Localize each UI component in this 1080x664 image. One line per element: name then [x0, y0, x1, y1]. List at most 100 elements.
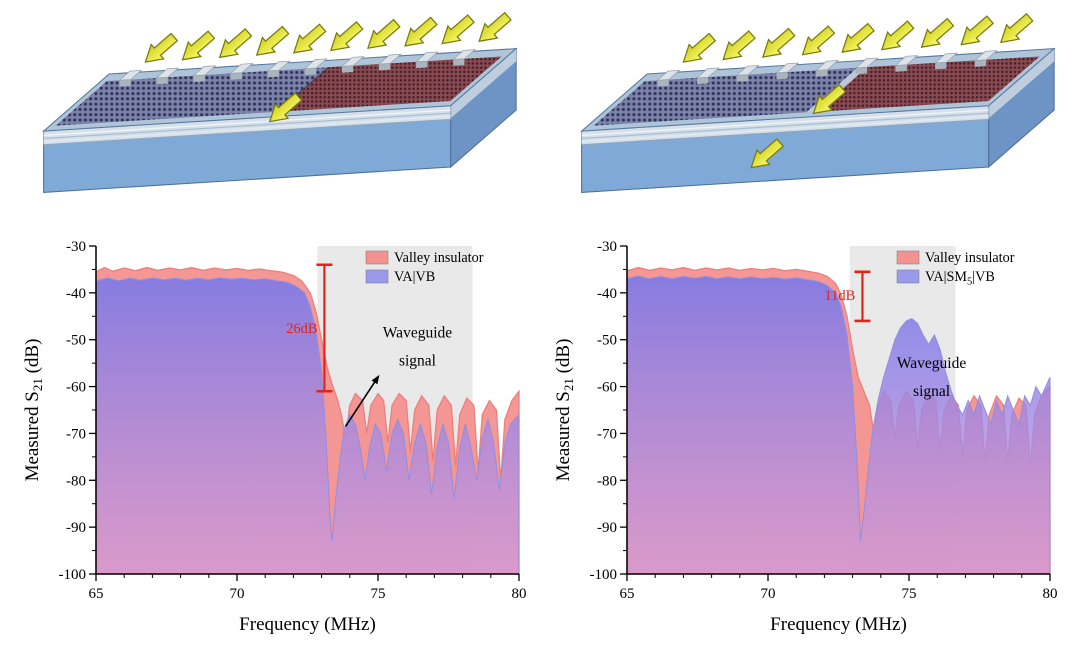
idt-ridge-top [229, 63, 254, 74]
input-wave-arrow-shape [329, 21, 364, 52]
input-wave-arrow-shape [920, 17, 955, 48]
waveguide-annotation-line1: Waveguide [383, 324, 452, 341]
svg-tspan: (dB) [22, 339, 43, 379]
x-tick-label: 75 [902, 586, 917, 602]
substrate-layer-line [581, 112, 989, 140]
idt-ridge-top [118, 69, 143, 81]
y-tick-label: -40 [597, 286, 617, 302]
input-wave-arrow [441, 14, 475, 45]
y-tick-label: -30 [597, 239, 617, 255]
idt-ridge-front [657, 79, 669, 87]
legend-label: Valley insulator [394, 250, 484, 266]
valley-region-b [277, 56, 502, 112]
svg-tspan: Measured S [22, 391, 43, 481]
y-tick-label: -70 [66, 426, 86, 442]
x-axis-label: Frequency (MHz) [770, 614, 907, 635]
svg-tspan: 21 [561, 378, 576, 391]
idt-ridge-front [736, 74, 749, 82]
substrate-layer-line [43, 118, 451, 146]
idt-ridge-front [267, 70, 280, 78]
svg-tspan: Valley insulator [394, 250, 484, 266]
idt-ridge-top [192, 65, 217, 77]
input-wave-arrow-shape [801, 25, 836, 56]
series-area-domain-wall [626, 275, 1051, 575]
input-wave-arrow-shape [218, 27, 253, 59]
legend-swatch [365, 250, 389, 265]
waveguide-annotation-line2: signal [913, 383, 950, 400]
idt-ridge-front [453, 58, 465, 66]
valley-region-b [816, 56, 1040, 112]
input-wave-arrow [478, 11, 512, 43]
input-wave-arrow-shape [367, 18, 401, 50]
idt-ridge-front [855, 67, 868, 75]
svg-tspan: VA|SM [925, 269, 967, 285]
input-wave-arrow [841, 22, 875, 53]
legend-swatch [896, 269, 920, 284]
idt-ridge-top [155, 67, 180, 79]
y-tick-label: -80 [597, 473, 617, 489]
legend-swatch [896, 250, 920, 265]
input-wave-arrow [722, 30, 756, 61]
input-wave-arrow-shape [880, 20, 915, 51]
idt-ridge-front [816, 69, 828, 77]
output-wave-arrow-shape [750, 138, 785, 169]
device-schematic-va-sm5-vb [580, 12, 1056, 193]
idt-ridge-front [697, 77, 709, 85]
output-wave-arrow [750, 138, 785, 169]
idt-ridge-front [378, 63, 391, 71]
x-tick-label: 80 [1043, 586, 1058, 602]
idt-ridge-top [775, 62, 800, 74]
idt-ridge-top [377, 53, 402, 65]
y-tick-label: -100 [590, 567, 618, 583]
input-wave-arrow-shape [292, 23, 327, 54]
y-axis-label: Measured S21 (dB) [553, 339, 576, 482]
input-wave-arrow [367, 18, 401, 50]
y-axis-label: Measured S21 (dB) [22, 339, 45, 482]
x-tick-label: 70 [761, 586, 776, 602]
x-tick-label: 65 [620, 586, 635, 602]
input-wave-arrow [329, 21, 364, 52]
output-wave-arrow [812, 83, 847, 115]
input-wave-arrow [999, 12, 1034, 44]
idt-ridge-top [894, 55, 919, 66]
output-wave-arrow [268, 92, 303, 123]
input-wave-arrow [404, 16, 438, 47]
input-wave-arrow [801, 25, 836, 56]
input-wave-arrow-shape [404, 16, 438, 47]
input-wave-arrow-shape [478, 11, 512, 43]
idt-ridge-top [815, 60, 840, 71]
input-wave-arrow-shape [960, 15, 994, 46]
substrate-side-layers [988, 48, 1055, 119]
device-schematics-row [0, 0, 1080, 234]
y-tick-label: -50 [597, 333, 617, 349]
input-wave-arrow-shape [999, 12, 1034, 44]
svg-tspan: (dB) [553, 339, 574, 379]
substrate-layer-line [581, 118, 989, 146]
idt-ridge-front [974, 59, 987, 67]
idt-ridge-top [340, 56, 365, 67]
input-wave-arrow-shape [181, 30, 216, 61]
device-schematic-va-vb [42, 11, 518, 193]
y-tick-label: -100 [59, 567, 87, 583]
waveguide-annotation-line2: signal [399, 352, 436, 369]
svg-tspan: 5 [967, 277, 972, 288]
idt-ridge-front [230, 72, 243, 80]
input-wave-arrow-shape [761, 27, 796, 58]
input-wave-arrow-shape [722, 30, 756, 61]
charts-row: -30 -40 -50 -60 -70 -80 -90 -100 65 70 75 80 Frequen… [0, 234, 1080, 640]
substrate-side-layers [450, 48, 517, 119]
y-tick-label: -90 [597, 520, 617, 536]
input-wave-arrow [181, 30, 216, 61]
idt-ridge-front [935, 62, 947, 70]
idt-ridge-front [776, 72, 788, 80]
idt-ridge-top [695, 67, 720, 79]
input-wave-arrow [218, 27, 253, 59]
y-tick-label: -60 [66, 380, 86, 396]
legend-swatch [365, 269, 389, 284]
y-tick-label: -80 [66, 473, 86, 489]
s21-chart-va-vb: -30 -40 -50 -60 -70 -80 -90 -100 65 70 75 80 Frequen… [20, 238, 535, 640]
svg-tspan: 21 [30, 378, 45, 391]
substrate-layer-line [43, 112, 451, 140]
idt-ridge-front [416, 61, 428, 69]
